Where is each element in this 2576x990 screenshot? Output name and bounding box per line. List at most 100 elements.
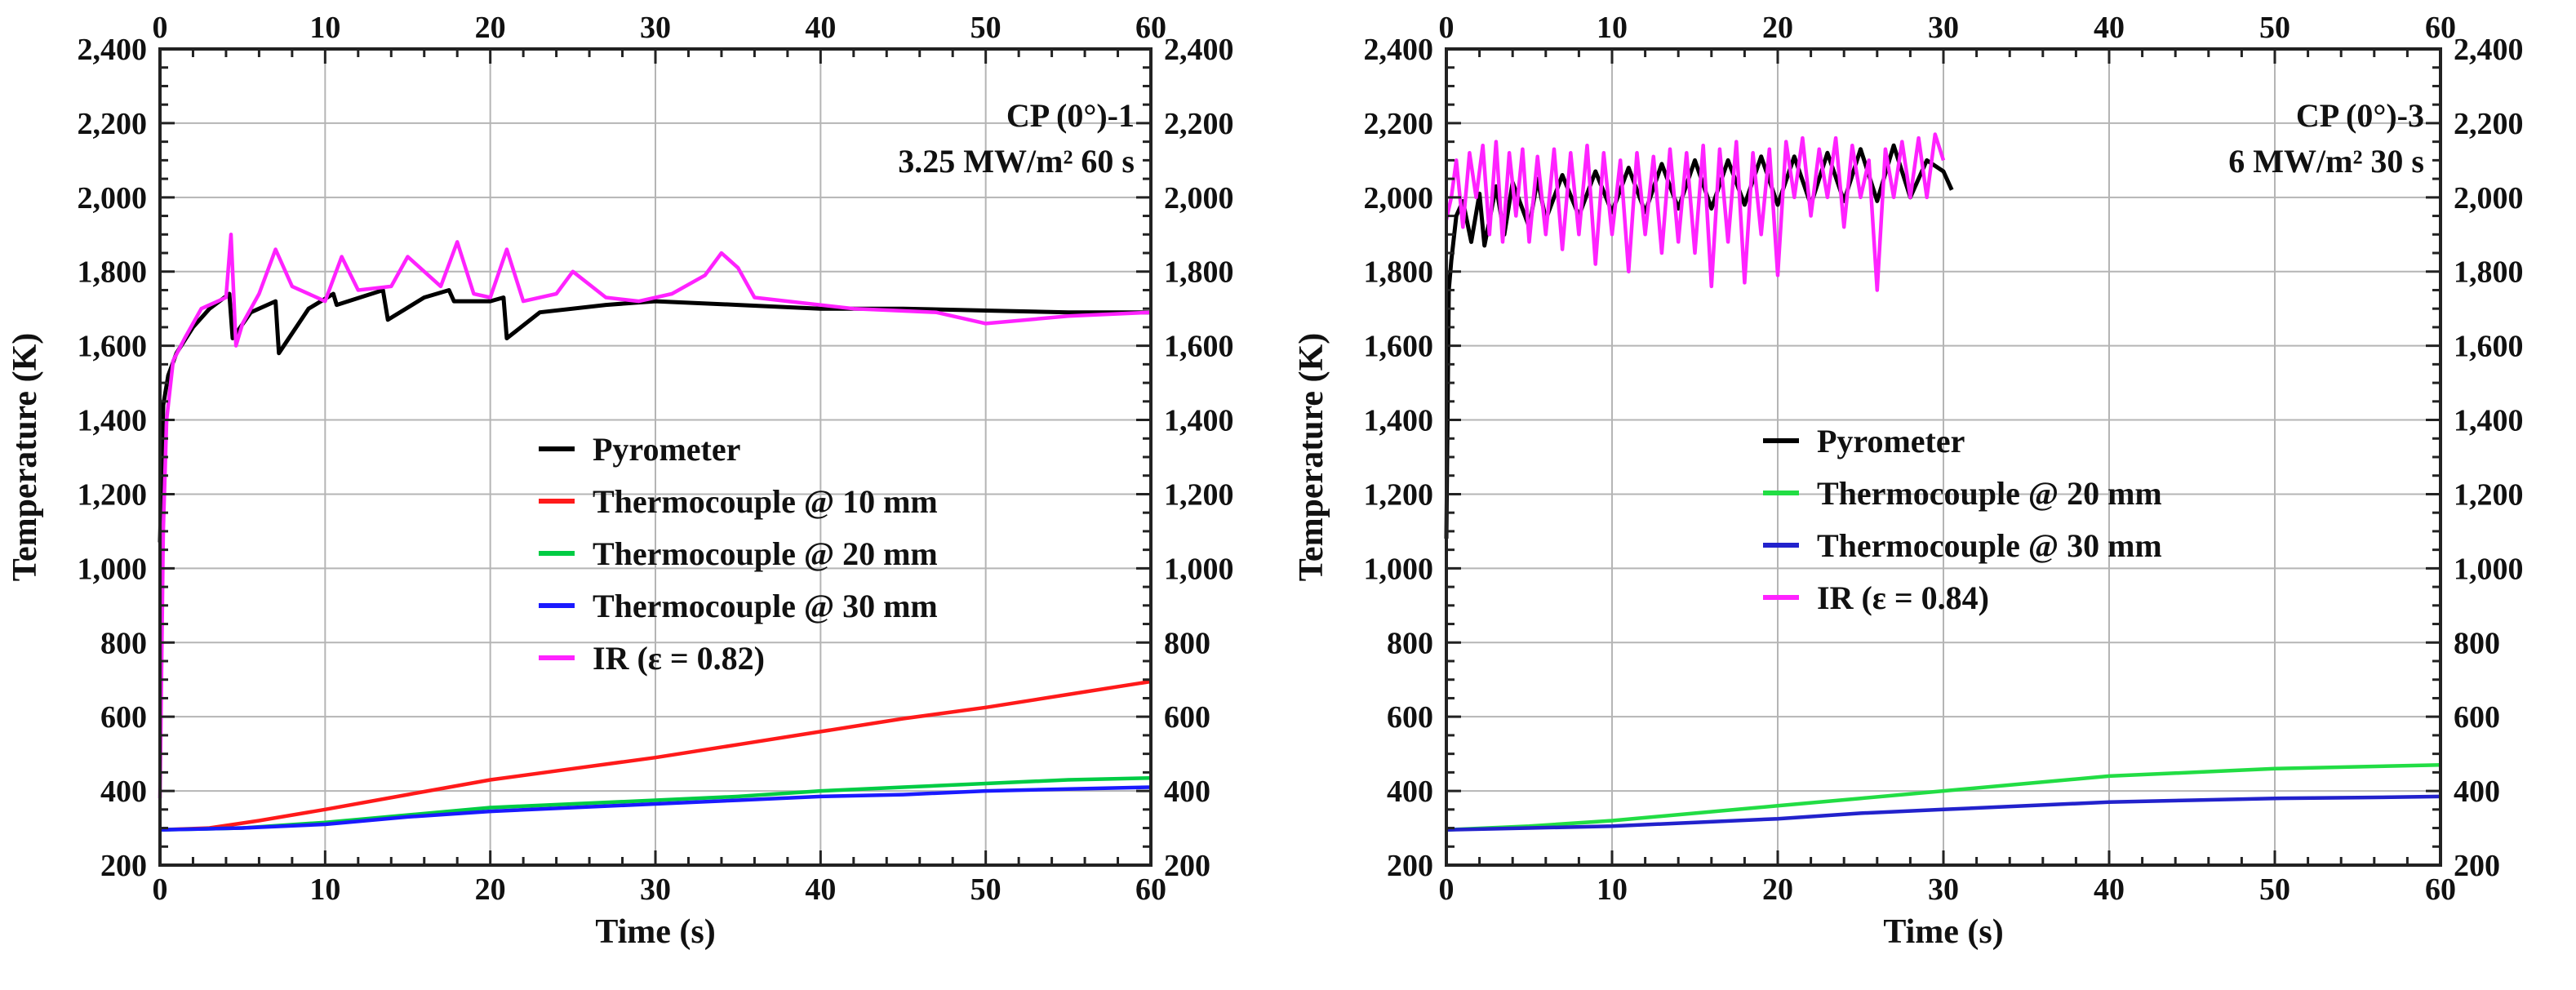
- y-tick-label-left: 1,600: [78, 330, 148, 364]
- grid: [160, 49, 1151, 865]
- legend-label: Thermocouple @ 10 mm: [593, 483, 938, 520]
- axis-ticks: [1445, 47, 2442, 867]
- y-tick-label-right: 1,200: [2454, 477, 2524, 512]
- y-tick-label-right: 200: [2454, 849, 2500, 883]
- y-axis-label: Temperature (K): [7, 333, 44, 581]
- y-tick-label-right: 1,400: [1164, 404, 1234, 438]
- y-tick-label-left: 1,400: [78, 404, 148, 438]
- y-tick-label-left: 1,600: [1364, 330, 1434, 364]
- y-tick-label-right: 1,600: [2454, 330, 2524, 364]
- x-tick-label-top: 50: [2259, 11, 2290, 45]
- y-tick-label-right: 400: [2454, 775, 2500, 809]
- x-tick-label-bottom: 40: [805, 872, 836, 907]
- y-tick-label-left: 1,400: [1364, 404, 1434, 438]
- axis-ticks: [158, 47, 1153, 867]
- legend-label: Pyrometer: [593, 431, 740, 468]
- y-tick-label-left: 1,800: [1364, 255, 1434, 290]
- y-tick-label-right: 1,800: [1164, 255, 1234, 290]
- annotation-specimen: CP (0°)-1: [1006, 97, 1135, 134]
- y-tick-label-left: 600: [100, 700, 147, 735]
- annotation-condition: 3.25 MW/m² 60 s: [898, 143, 1135, 180]
- series-line-ir-0-84: [1444, 132, 1946, 292]
- y-tick-label-right: 600: [2454, 700, 2500, 735]
- x-tick-label-top: 60: [1135, 11, 1166, 45]
- y-tick-label-left: 2,400: [78, 33, 148, 67]
- series-line-pyrometer: [158, 288, 1151, 543]
- y-tick-label-right: 1,000: [2454, 552, 2524, 586]
- y-tick-label-right: 2,000: [1164, 181, 1234, 215]
- x-tick-label-bottom: 60: [1135, 872, 1166, 907]
- y-tick-label-right: 1,800: [2454, 255, 2524, 290]
- y-tick-label-right: 1,200: [1164, 477, 1234, 512]
- x-tick-label-bottom: 30: [640, 872, 671, 907]
- legend-label: Pyrometer: [1817, 423, 1965, 459]
- x-tick-label-bottom: 50: [970, 872, 1002, 907]
- y-tick-label-right: 800: [2454, 626, 2500, 660]
- y-tick-label-left: 1,200: [78, 477, 148, 512]
- legend-label: IR (ε = 0.84): [1817, 579, 1989, 616]
- y-tick-label-left: 800: [100, 626, 147, 660]
- y-tick-label-left: 2,000: [1364, 181, 1434, 215]
- x-tick-label-top: 10: [1597, 11, 1628, 45]
- y-tick-label-left: 2,200: [78, 107, 148, 141]
- x-tick-label-bottom: 0: [153, 872, 168, 907]
- y-tick-label-left: 800: [1387, 626, 1433, 660]
- series-layer: [158, 233, 1152, 832]
- x-tick-label-top: 20: [475, 11, 506, 45]
- x-tick-label-bottom: 20: [1762, 872, 1793, 907]
- x-tick-label-bottom: 60: [2425, 872, 2456, 907]
- legend-label: Thermocouple @ 30 mm: [593, 588, 938, 624]
- y-tick-label-left: 200: [100, 849, 147, 883]
- y-tick-label-left: 2,200: [1364, 107, 1434, 141]
- y-tick-label-left: 600: [1387, 700, 1433, 735]
- y-tick-label-left: 1,800: [78, 255, 148, 290]
- y-tick-label-left: 200: [1387, 849, 1433, 883]
- y-tick-label-right: 600: [1164, 700, 1210, 735]
- legend: Pyrometer Thermocouple @ 20 mm Thermocoupl…: [1763, 423, 2162, 616]
- x-tick-label-top: 10: [309, 11, 340, 45]
- annotation-condition: 6 MW/m² 30 s: [2228, 143, 2424, 180]
- x-axis-label: Time (s): [595, 913, 715, 951]
- y-tick-label-left: 1,000: [1364, 552, 1434, 586]
- series-line-thermocouple-20-mm: [159, 775, 1152, 832]
- x-tick-label-top: 0: [1439, 11, 1455, 45]
- y-tick-label-right: 200: [1164, 849, 1210, 883]
- x-tick-label-top: 0: [153, 11, 168, 45]
- legend-label: Thermocouple @ 20 mm: [593, 535, 938, 572]
- x-tick-label-top: 30: [640, 11, 671, 45]
- x-axis-label: Time (s): [1883, 913, 2003, 951]
- legend-label: Thermocouple @ 30 mm: [1817, 527, 2162, 564]
- x-tick-label-bottom: 50: [2259, 872, 2290, 907]
- y-tick-label-right: 400: [1164, 775, 1210, 809]
- x-tick-label-bottom: 0: [1439, 872, 1455, 907]
- x-tick-label-bottom: 30: [1928, 872, 1959, 907]
- y-tick-label-right: 1,600: [1164, 330, 1234, 364]
- grid: [1446, 49, 2441, 865]
- x-tick-label-top: 60: [2425, 11, 2456, 45]
- series-line-thermocouple-30-mm: [1446, 794, 2441, 832]
- x-tick-label-bottom: 10: [309, 872, 340, 907]
- y-tick-label-left: 400: [1387, 775, 1433, 809]
- y-tick-label-right: 800: [1164, 626, 1210, 660]
- x-tick-label-bottom: 40: [2094, 872, 2125, 907]
- y-tick-label-right: 2,400: [1164, 33, 1234, 67]
- x-tick-label-top: 30: [1928, 11, 1959, 45]
- x-tick-label-bottom: 20: [475, 872, 506, 907]
- y-tick-label-left: 1,200: [1364, 477, 1434, 512]
- legend-label: IR (ε = 0.82): [593, 640, 765, 677]
- y-tick-label-left: 2,400: [1364, 33, 1434, 67]
- y-tick-label-right: 2,000: [2454, 181, 2524, 215]
- y-tick-label-right: 2,400: [2454, 33, 2524, 67]
- x-tick-label-top: 40: [2094, 11, 2125, 45]
- y-tick-label-left: 2,000: [78, 181, 148, 215]
- series-line-thermocouple-10-mm: [159, 679, 1152, 832]
- legend: Pyrometer Thermocouple @ 10 mm Thermocoupl…: [539, 431, 938, 677]
- x-tick-label-top: 20: [1762, 11, 1793, 45]
- series-line-ir-0-82: [158, 233, 1152, 799]
- y-tick-label-right: 1,400: [2454, 404, 2524, 438]
